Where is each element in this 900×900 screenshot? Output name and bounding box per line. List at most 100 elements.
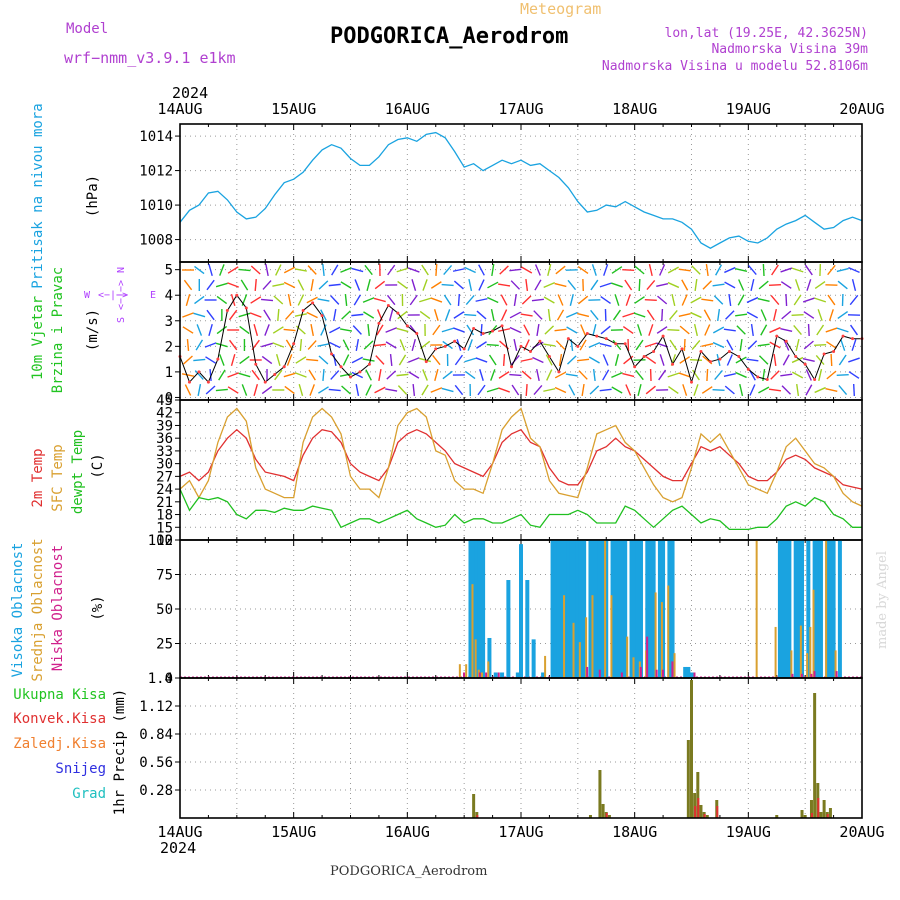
cloud-bar <box>812 540 817 678</box>
wind-arrow <box>454 384 464 396</box>
wind-speed-point <box>282 365 286 369</box>
wind-arrow <box>558 353 563 367</box>
wind-arrow <box>193 358 206 362</box>
wind-speed-point <box>273 372 277 376</box>
wind-arrow <box>298 384 304 396</box>
wind-arrow <box>633 312 646 318</box>
temperature-line-2 <box>179 488 862 531</box>
wind-speed-point <box>197 370 201 374</box>
wind-arrow <box>486 343 499 347</box>
wind-arrow <box>262 280 272 290</box>
wind-arrow <box>320 309 327 321</box>
wind-speed-point <box>822 352 826 356</box>
cloud-bar <box>463 672 466 678</box>
wind-arrow <box>283 266 296 274</box>
precip-legend-conv: Konvek.Kisa <box>13 711 106 727</box>
wind-arrow <box>737 294 745 306</box>
wind-arrow <box>807 323 810 337</box>
wind-arrow <box>704 324 711 336</box>
wind-arrow <box>265 263 269 277</box>
wind-speed-point <box>642 355 646 359</box>
wind-arrow <box>500 309 508 321</box>
wind-arrow <box>772 308 778 322</box>
wind-arrow <box>566 326 578 334</box>
wind-arrow <box>701 386 713 394</box>
cloud-bar <box>784 540 789 678</box>
wind-arrow <box>739 383 744 397</box>
bottom-day-label: 20AUG <box>839 823 884 841</box>
wind-speed-point <box>538 339 542 343</box>
wind-arrow <box>238 312 251 318</box>
wind-arrow <box>544 325 555 335</box>
cloud-bar <box>661 540 666 678</box>
wind-arrow <box>611 282 623 288</box>
wind-arrow <box>430 281 442 289</box>
cloud-bar <box>594 540 599 678</box>
wind-arrow <box>351 356 363 364</box>
wind-arrow <box>783 339 790 351</box>
wind-arrow <box>277 308 280 322</box>
wind-ylabel: 10m Vjetar <box>30 296 46 380</box>
wind-arrow <box>409 294 418 306</box>
cloud-bar <box>480 672 483 678</box>
top-day-label: 17AUG <box>498 100 543 118</box>
wind-arrow <box>513 293 517 307</box>
y-tick-label: 2 <box>165 339 173 355</box>
bottom-day-label: 19AUG <box>726 823 771 841</box>
wind-speed-point <box>396 311 400 315</box>
wind-arrow <box>849 294 859 306</box>
wind-speed-point <box>443 344 447 348</box>
wind-arrow <box>646 279 656 291</box>
wind-arrow <box>206 279 215 291</box>
precip-bar <box>703 814 706 818</box>
wind-arrow <box>852 383 856 397</box>
cloud-bar <box>578 642 581 678</box>
cloud-unit: (%) <box>90 595 106 620</box>
wind-arrow <box>253 384 259 396</box>
tempsfc-ylabel: SFC Temp <box>50 444 66 511</box>
wind-arrow <box>297 279 305 291</box>
cloud-bar <box>575 540 580 678</box>
wind-arrow <box>476 310 487 320</box>
wind-arrow <box>592 324 597 336</box>
cloud-bar <box>781 540 786 678</box>
cloud-bar <box>632 657 635 678</box>
wind-arrow <box>373 343 386 347</box>
wind-arrow <box>196 324 203 336</box>
wind-arrow <box>791 356 804 364</box>
wind-speed-point <box>671 362 675 366</box>
cloud-bar <box>828 540 833 678</box>
wind-arrow <box>780 373 793 377</box>
wind-arrow <box>746 311 758 319</box>
wind-arrow <box>848 267 860 273</box>
wind-arrow <box>398 354 407 366</box>
cloud-bar <box>667 585 670 678</box>
wind-arrow <box>227 282 240 288</box>
wind-arrow <box>678 268 691 272</box>
cloud-bar <box>638 540 643 678</box>
wind-arrow <box>509 326 522 334</box>
wind-speed-point <box>547 355 551 359</box>
cloud-bar <box>648 540 653 678</box>
wind-arrow <box>351 371 364 379</box>
cloud-bar <box>787 540 792 678</box>
wind-arrow <box>208 264 213 276</box>
wind-arrow <box>525 383 528 397</box>
cloud-bar <box>799 625 802 678</box>
wind-arrow <box>588 342 601 348</box>
wind-speed-point <box>500 324 504 328</box>
wind-arrow <box>780 281 792 289</box>
wind-arrow <box>735 313 748 317</box>
cloud-bar <box>655 669 658 678</box>
wind-arrow <box>464 313 477 317</box>
wind-arrow <box>228 309 238 321</box>
wind-arrow <box>422 369 428 381</box>
wind-arrow <box>635 369 644 381</box>
precip-bar <box>472 794 476 818</box>
wind-arrow <box>376 324 384 336</box>
cloud-bar <box>591 540 596 678</box>
wind-arrow <box>307 340 317 350</box>
model-name: wrf−nmm_v3.9.1 e1km <box>64 49 236 67</box>
wind-arrow <box>577 312 590 318</box>
wind-arrow <box>238 372 251 378</box>
